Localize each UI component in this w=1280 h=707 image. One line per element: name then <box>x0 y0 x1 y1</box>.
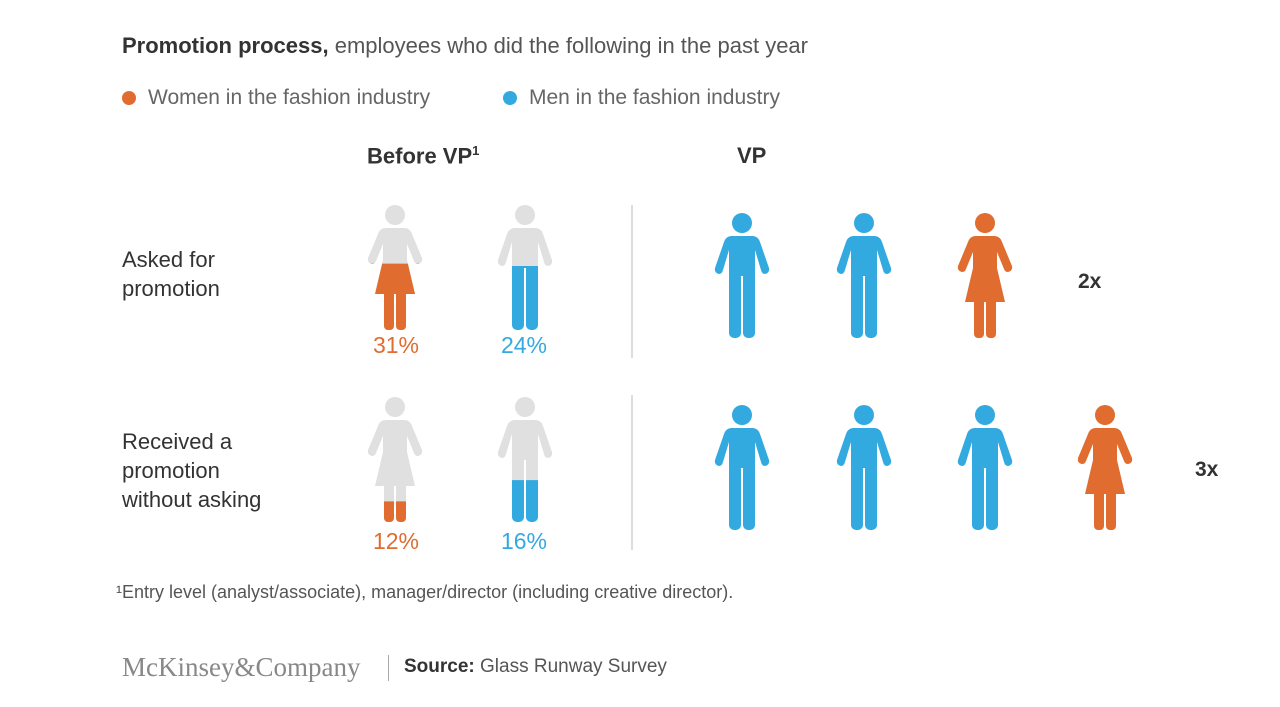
row-label-line: Received a <box>122 429 233 454</box>
vp-man-figure <box>836 213 892 338</box>
women-before-vp-figure <box>367 397 423 522</box>
legend-label-women: Women in the fashion industry <box>148 86 431 109</box>
ratio-label-row1: 2x <box>1078 270 1102 293</box>
man-icon <box>497 397 553 522</box>
footnote: ¹Entry level (analyst/associate), manage… <box>116 582 734 602</box>
legend-item-women: Women in the fashion industry <box>122 86 430 110</box>
man-fill-level <box>512 480 538 522</box>
woman-icon <box>367 397 423 522</box>
man-icon <box>957 405 1013 530</box>
column-header-text: Before VP <box>367 143 473 169</box>
woman-fill-level <box>370 263 420 330</box>
legend-dot-women <box>122 91 136 105</box>
row-label-line: promotion <box>122 276 220 301</box>
footer-divider <box>388 655 389 681</box>
vp-woman-figure <box>1077 405 1133 530</box>
women-pct-label-row1: 31% <box>372 332 420 358</box>
legend-label-men: Men in the fashion industry <box>529 86 780 109</box>
man-icon <box>714 213 770 338</box>
men-before-vp-figure <box>497 397 553 522</box>
footnote-marker: 1 <box>472 143 480 158</box>
man-icon <box>836 213 892 338</box>
legend-dot-men <box>503 91 517 105</box>
man-fill-level <box>501 265 549 330</box>
man-icon <box>714 405 770 530</box>
chart-title: Promotion process, employees who did the… <box>122 33 808 59</box>
women-before-vp-figure <box>367 205 423 330</box>
column-header-before-vp: Before VP1 <box>367 143 479 169</box>
ratio-label-row2: 3x <box>1195 458 1219 481</box>
row-label-line: Asked for <box>122 247 215 272</box>
men-pct-label-row2: 16% <box>500 528 548 554</box>
source-label: Source: <box>404 656 475 677</box>
legend-item-men: Men in the fashion industry <box>503 86 780 110</box>
title-bold: Promotion process, <box>122 33 329 58</box>
row-label-line: promotion <box>122 458 220 483</box>
vp-man-figure <box>957 405 1013 530</box>
row-label-received: Received a promotion without asking <box>122 427 261 514</box>
men-before-vp-figure <box>497 205 553 330</box>
column-header-vp: VP <box>737 143 767 168</box>
row-label-line: without asking <box>122 487 262 512</box>
man-icon <box>836 405 892 530</box>
women-pct-label-row2: 12% <box>372 528 420 554</box>
woman-icon <box>957 213 1013 338</box>
vp-man-figure <box>714 213 770 338</box>
vp-man-figure <box>836 405 892 530</box>
woman-fill-level <box>384 501 406 522</box>
source-line: Source: Glass Runway Survey <box>404 656 667 678</box>
mckinsey-logo: McKinsey&Company <box>122 652 361 682</box>
source-text: Glass Runway Survey <box>474 656 667 677</box>
row-label-asked: Asked for promotion <box>122 245 220 303</box>
woman-icon <box>1077 405 1133 530</box>
column-divider <box>631 395 633 550</box>
vp-woman-figure <box>957 213 1013 338</box>
men-pct-label-row1: 24% <box>500 332 548 358</box>
vp-man-figure <box>714 405 770 530</box>
title-rest: employees who did the following in the p… <box>328 33 808 58</box>
column-divider <box>631 205 633 358</box>
